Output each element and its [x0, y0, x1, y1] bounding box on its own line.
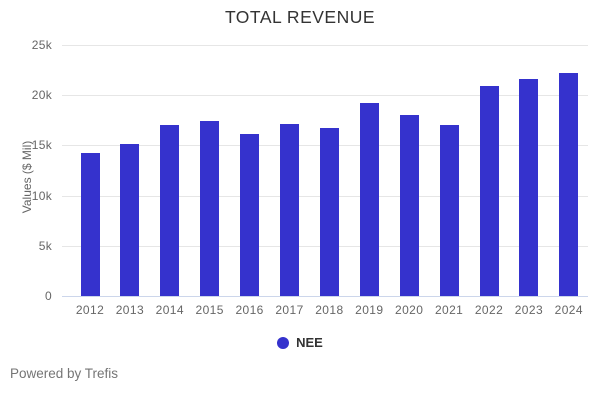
x-tick-label-2023: 2023: [514, 303, 544, 317]
legend-item-nee[interactable]: NEE: [0, 335, 600, 350]
x-tick-label-2020: 2020: [395, 303, 424, 317]
bar-2023[interactable]: [519, 79, 539, 296]
bar-2022[interactable]: [479, 85, 499, 296]
bar-2018[interactable]: [319, 128, 339, 296]
x-tick-label-2016: 2016: [235, 303, 264, 317]
y-tick-label-20k: 20k: [31, 88, 52, 103]
x-tick-label-2019: 2019: [355, 303, 384, 317]
bar-2024[interactable]: [559, 73, 579, 296]
legend-marker-icon: [277, 336, 290, 349]
x-tick-label-2013: 2013: [115, 303, 145, 317]
bar-2013[interactable]: [120, 144, 140, 296]
y-tick-label-25k: 25k: [31, 38, 52, 52]
x-tick-label-2012: 2012: [75, 303, 105, 317]
bar-2014[interactable]: [160, 125, 180, 296]
x-tick-label-2018: 2018: [315, 303, 344, 317]
y-tick-label-5k: 5k: [38, 238, 52, 253]
bar-2017[interactable]: [280, 123, 299, 296]
x-tick-label-2022: 2022: [474, 303, 504, 317]
bar-2016[interactable]: [240, 133, 260, 296]
x-tick-label-2015: 2015: [195, 303, 224, 317]
plot-area: [62, 45, 588, 297]
x-axis-line: [62, 296, 588, 297]
x-tick-label-2024: 2024: [554, 303, 583, 317]
gridline-25k: [62, 45, 588, 46]
x-tick-label-2014: 2014: [155, 303, 184, 317]
bar-2021[interactable]: [439, 124, 459, 296]
bar-2020[interactable]: [399, 115, 419, 296]
bar-2015[interactable]: [200, 120, 220, 296]
gridline-20k: [62, 95, 588, 97]
y-tick-label-15k: 15k: [31, 138, 52, 153]
x-tick-label-2021: 2021: [434, 303, 464, 317]
bar-2012[interactable]: [80, 153, 100, 296]
x-tick-label-2017: 2017: [275, 303, 304, 317]
y-tick-label-0: 0: [45, 289, 52, 303]
y-tick-label-10k: 10k: [31, 188, 52, 203]
bar-2019[interactable]: [359, 103, 379, 296]
powered-by-trefis-link[interactable]: Powered by Trefis: [10, 366, 119, 381]
legend-label: NEE: [296, 335, 323, 350]
chart-title: TOTAL REVENUE: [224, 7, 376, 27]
